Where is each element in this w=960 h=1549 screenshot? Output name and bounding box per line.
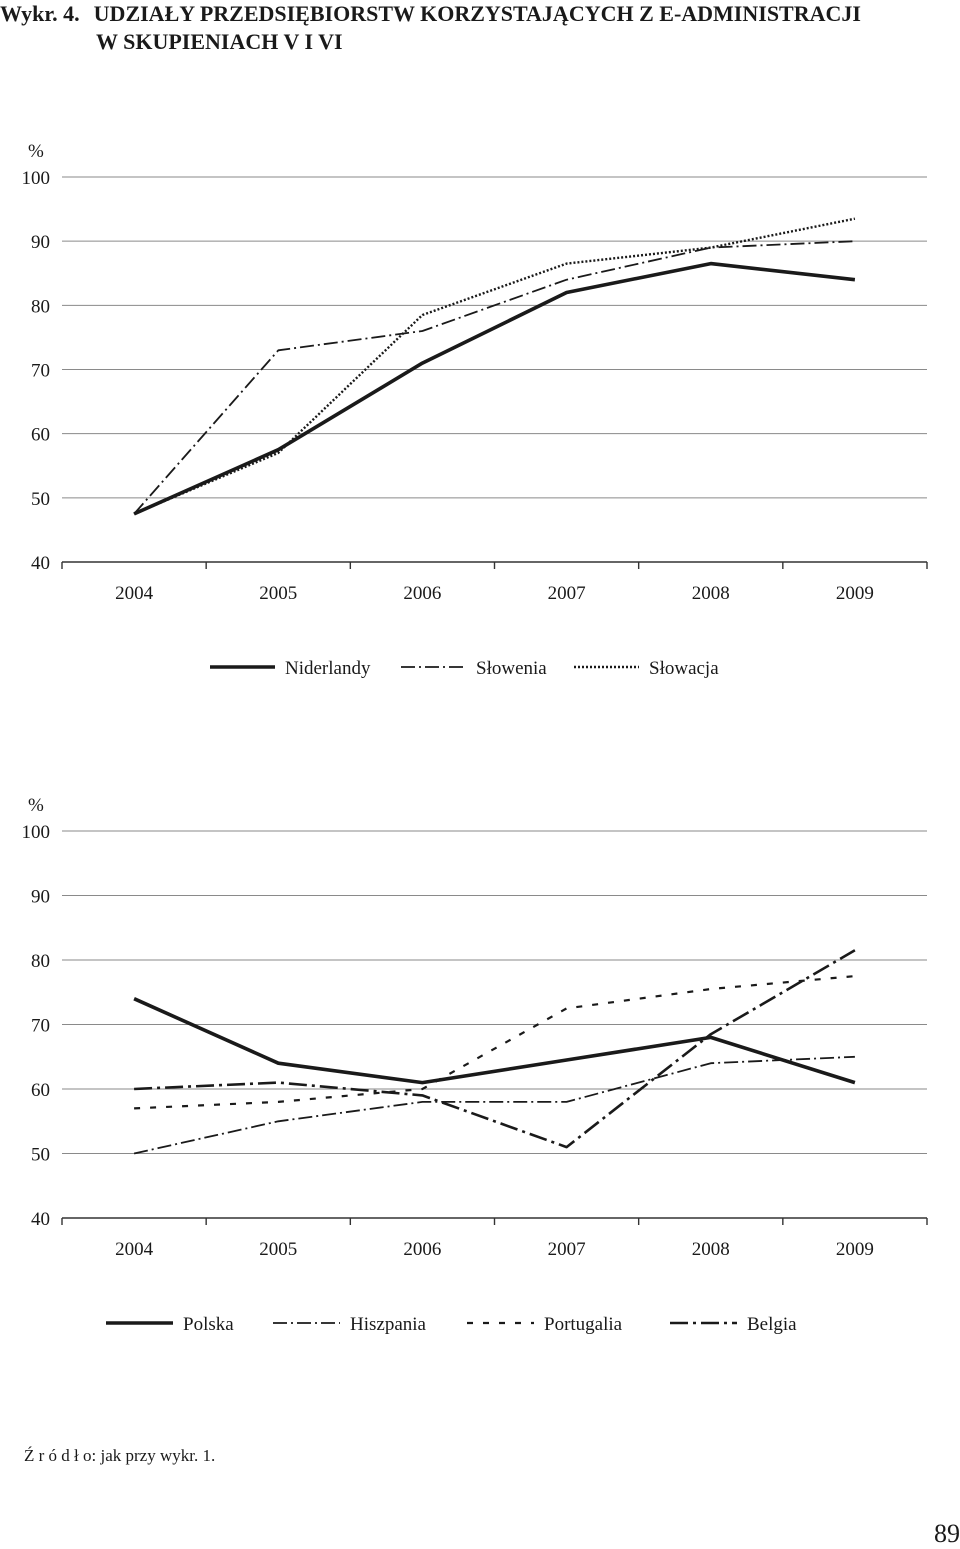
series-line-polska: [133, 997, 856, 1085]
y-tick-label: 50: [31, 489, 50, 510]
y-unit-label: %: [28, 795, 44, 816]
y-tick-label: 90: [31, 887, 50, 908]
x-tick-label: 2005: [259, 583, 297, 604]
y-tick-label: 80: [31, 296, 50, 317]
series-line-słowacja: [133, 217, 856, 516]
x-tick-label: 2006: [403, 583, 441, 604]
x-tick-label: 2004: [115, 583, 154, 604]
y-tick-label: 100: [22, 822, 51, 843]
series-line-niderlandy: [133, 261, 856, 516]
x-tick-label: 2007: [548, 1239, 586, 1260]
y-tick-label: 80: [31, 951, 50, 972]
y-unit-label: %: [28, 141, 44, 162]
x-tick-label: 2009: [836, 583, 874, 604]
x-tick-label: 2008: [692, 1239, 730, 1260]
source-note: Ź r ó d ł o: jak przy wykr. 1.: [24, 1446, 216, 1465]
legend-label: Słowenia: [476, 658, 547, 679]
y-tick-label: 90: [31, 232, 50, 253]
legend-label: Polska: [183, 1314, 234, 1335]
x-tick-label: 2009: [836, 1239, 874, 1260]
legend-label: Portugalia: [544, 1314, 623, 1335]
y-tick-label: 60: [31, 425, 50, 446]
figure-title-line2: W SKUPIENIACH V I VI: [96, 29, 343, 54]
figure-title-line1: UDZIAŁY PRZEDSIĘBIORSTW KORZYSTAJĄCYCH Z…: [93, 1, 861, 26]
figure-label: Wykr. 4.: [0, 1, 80, 26]
chart-bottom: % 40 50 60 70 80 90 100 2004 2005 2006 2007 2008 2009…: [22, 795, 928, 1335]
figure-title: Wykr. 4. UDZIAŁY PRZEDSIĘBIORSTW KORZYSTA…: [0, 0, 861, 56]
legend-label: Hiszpania: [350, 1314, 427, 1335]
series-line-belgia: [134, 949, 856, 1149]
x-tick-label: 2008: [692, 583, 730, 604]
legend-label: Niderlandy: [285, 658, 371, 679]
series-line-hiszpania: [133, 1055, 855, 1155]
x-tick-label: 2006: [403, 1239, 441, 1260]
y-tick-label: 40: [31, 1209, 50, 1230]
series-line-słowenia: [133, 240, 855, 515]
y-tick-label: 40: [31, 553, 50, 574]
y-tick-label: 60: [31, 1080, 50, 1101]
x-tick-label: 2005: [259, 1239, 297, 1260]
y-tick-label: 70: [31, 361, 50, 382]
x-tick-label: 2007: [548, 583, 586, 604]
series-line-portugalia: [134, 975, 855, 1110]
legend-label: Belgia: [747, 1314, 797, 1335]
y-tick-label: 100: [22, 168, 51, 189]
y-tick-label: 50: [31, 1145, 50, 1166]
y-tick-label: 70: [31, 1016, 50, 1037]
legend-label: Słowacja: [649, 658, 719, 679]
x-tick-label: 2004: [115, 1239, 154, 1260]
page-number: 89: [934, 1519, 960, 1548]
chart-top: % 40 50 60 70 80 90 100 2004 2005 2006 2007 2008 2009…: [22, 141, 928, 679]
